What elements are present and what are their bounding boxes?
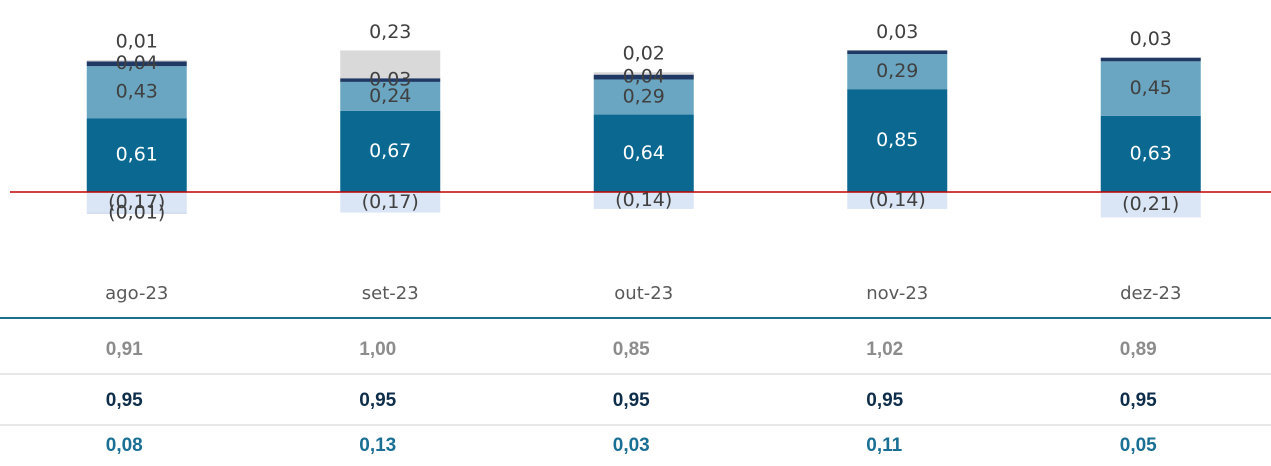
bar-segment xyxy=(847,89,948,192)
data-label: 0,43 xyxy=(116,81,158,103)
data-label: 0,02 xyxy=(623,43,665,65)
bar-segment xyxy=(340,50,441,79)
data-label: (0,14) xyxy=(615,189,672,211)
bar-segment xyxy=(86,212,187,214)
data-label: 0,04 xyxy=(116,52,158,74)
bar-segment xyxy=(847,54,948,90)
data-label: 0,01 xyxy=(116,31,158,53)
bar-segment xyxy=(593,79,694,115)
bar-segment xyxy=(86,118,187,192)
table-cell: 0,08 xyxy=(106,435,143,456)
bar-segment xyxy=(593,72,694,75)
bar-segment xyxy=(1100,115,1201,192)
bar-segment xyxy=(86,192,187,213)
table-cell: 0,95 xyxy=(1120,390,1157,411)
x-tick-label: set-23 xyxy=(362,283,419,304)
bar-segment xyxy=(1100,57,1201,62)
bar-segment xyxy=(340,110,441,192)
bar-segment xyxy=(1100,61,1201,116)
data-label: (0,17) xyxy=(362,191,419,213)
bar-segment xyxy=(847,192,948,209)
table-cell: 0,05 xyxy=(1120,435,1157,456)
data-label: 0,23 xyxy=(369,21,411,43)
table-cell: 0,85 xyxy=(613,339,650,360)
data-label: 0,45 xyxy=(1130,77,1172,99)
data-label: 0,63 xyxy=(1130,142,1172,164)
bar-segment xyxy=(340,81,441,111)
bar-segment xyxy=(86,60,187,62)
data-label: 0,67 xyxy=(369,140,411,162)
table-cell: 0,95 xyxy=(359,390,396,411)
data-label: (0,21) xyxy=(1122,193,1179,215)
bar-segment xyxy=(340,192,441,213)
table-cell: 0,91 xyxy=(106,339,143,360)
x-tick-label: nov-23 xyxy=(866,283,928,304)
table-cell: 0,95 xyxy=(613,390,650,411)
bar-segment xyxy=(593,74,694,80)
bar-segment xyxy=(340,78,441,82)
data-label: 0,85 xyxy=(876,129,918,151)
data-label: 0,29 xyxy=(876,60,918,82)
bar-segment xyxy=(593,114,694,192)
data-label: 0,04 xyxy=(623,66,665,88)
bar-segment xyxy=(86,66,187,119)
x-tick-label: dez-23 xyxy=(1120,283,1181,304)
x-tick-label: out-23 xyxy=(614,283,673,304)
data-label: 0,29 xyxy=(623,86,665,108)
data-label: (0,17) xyxy=(108,191,165,213)
table-cell: 0,95 xyxy=(866,390,903,411)
data-label: 0,24 xyxy=(369,85,411,107)
data-label: (0,14) xyxy=(869,189,926,211)
data-label: 0,03 xyxy=(369,69,411,91)
table-cell: 0,11 xyxy=(866,435,902,456)
bar-segment xyxy=(86,61,187,67)
x-tick-label: ago-23 xyxy=(105,283,168,304)
table-cell: 0,03 xyxy=(613,435,650,456)
data-label: 0,03 xyxy=(876,21,918,43)
bar-segment xyxy=(847,50,948,55)
table-cell: 0,13 xyxy=(359,435,396,456)
table-cell: 1,00 xyxy=(359,339,396,360)
table-cell: 1,02 xyxy=(866,339,903,360)
table-cell: 0,89 xyxy=(1120,339,1157,360)
table-cell: 0,95 xyxy=(106,390,143,411)
data-label: 0,61 xyxy=(116,144,158,166)
data-label: (0,01) xyxy=(108,202,165,224)
bar-segment xyxy=(1100,192,1201,218)
bar-segment xyxy=(593,192,694,209)
data-label: 0,03 xyxy=(1130,28,1172,50)
data-label: 0,64 xyxy=(623,142,665,164)
